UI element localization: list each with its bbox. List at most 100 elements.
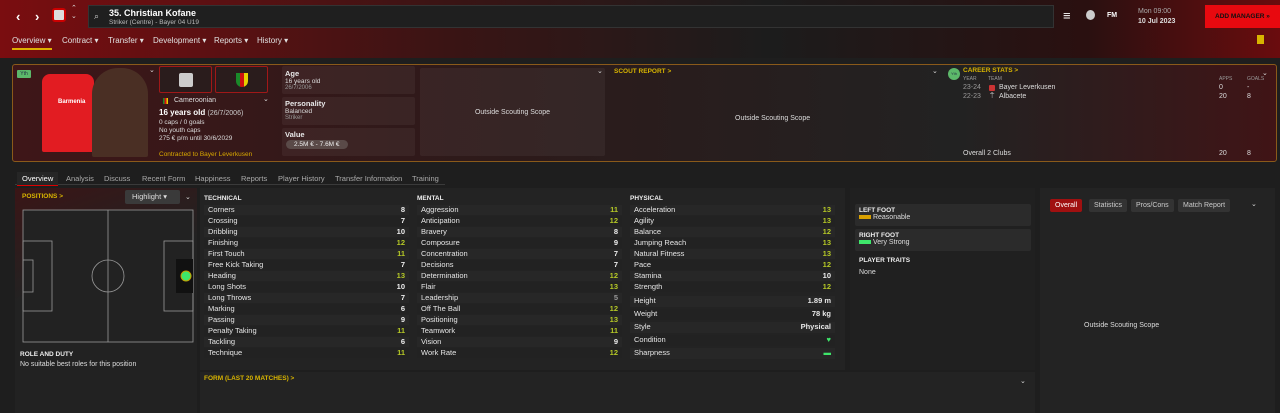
attribute-row[interactable]: Marking 6 — [204, 304, 409, 314]
attribute-row[interactable]: Free Kick Taking 7 — [204, 260, 409, 270]
attribute-row[interactable]: Acceleration 13 — [630, 205, 835, 215]
chevron-down-icon[interactable]: ⌄ — [1262, 70, 1268, 77]
attribute-row[interactable]: Determination 12 — [417, 271, 622, 281]
attribute-name: Penalty Taking — [208, 326, 257, 335]
attribute-row[interactable]: Tackling 6 — [204, 337, 409, 347]
subtab-transfer-information[interactable]: Transfer Information — [335, 174, 403, 183]
player-search-bar[interactable]: ⌕ 35. Christian Kofane Striker (Centre) … — [88, 5, 1054, 28]
subtab-discuss[interactable]: Discuss — [104, 174, 131, 183]
bookmark-icon[interactable] — [1257, 35, 1264, 44]
attribute-row[interactable]: Technique 11 — [204, 348, 409, 358]
attribute-row[interactable]: Dribbling 10 — [204, 227, 409, 237]
menu-history[interactable]: History ▾ — [257, 36, 289, 45]
club-badge-icon[interactable] — [52, 8, 66, 22]
squad-badge: Yth — [17, 70, 31, 78]
menu-icon[interactable]: ≡ — [1063, 8, 1071, 23]
attribute-row[interactable]: Concentration 7 — [417, 249, 622, 259]
back-icon[interactable]: ‹ — [16, 9, 21, 24]
attribute-row[interactable]: Finishing 12 — [204, 238, 409, 248]
career-row[interactable]: 22-23 ⍑ Albacete 20 8 — [963, 93, 1263, 100]
tab-pros-cons[interactable]: Pros/Cons — [1131, 199, 1174, 212]
menu-label: History — [257, 36, 282, 45]
highlight-dropdown[interactable]: Highlight ▾ — [125, 190, 180, 204]
subtab-recent-form[interactable]: Recent Form — [142, 174, 186, 183]
attribute-row[interactable]: Vision 9 — [417, 337, 622, 347]
value-pill[interactable]: 2.5M € - 7.6M € — [286, 140, 348, 149]
forward-icon[interactable]: › — [35, 9, 40, 24]
outside-scope-text: Outside Scouting Scope — [1084, 322, 1160, 329]
attribute-row[interactable]: Passing 9 — [204, 315, 409, 325]
subtab-analysis[interactable]: Analysis — [66, 174, 94, 183]
nationality[interactable]: Cameroonian — [174, 97, 217, 104]
attribute-row[interactable]: Crossing 7 — [204, 216, 409, 226]
tab-overall[interactable]: Overall — [1050, 199, 1083, 212]
subtab-player-history[interactable]: Player History — [278, 174, 325, 183]
menu-reports[interactable]: Reports ▾ — [214, 36, 249, 45]
attribute-value: 7 — [400, 216, 405, 225]
attribute-row[interactable]: Stamina 10 — [630, 271, 835, 281]
attribute-row[interactable]: Strength 12 — [630, 282, 835, 292]
switch-player-icon[interactable]: ⌃ ⌄ — [71, 5, 77, 20]
skull-icon[interactable] — [1086, 10, 1095, 20]
nation-crest[interactable] — [215, 66, 268, 93]
subtab-overview[interactable]: Overview — [17, 172, 59, 186]
scout-report-link[interactable]: SCOUT REPORT > — [614, 68, 672, 75]
subtab-training[interactable]: Training — [412, 174, 439, 183]
chevron-down-icon[interactable]: ⌄ — [1251, 201, 1257, 208]
attribute-row[interactable]: Natural Fitness 13 — [630, 249, 835, 259]
attribute-row[interactable]: Composure 9 — [417, 238, 622, 248]
club-crest[interactable] — [159, 66, 212, 93]
attribute-row[interactable]: Work Rate 12 — [417, 348, 622, 358]
attribute-row[interactable]: Balance 12 — [630, 227, 835, 237]
attribute-row[interactable]: Positioning 13 — [417, 315, 622, 325]
attribute-row[interactable]: Long Throws 7 — [204, 293, 409, 303]
tab-match-report[interactable]: Match Report — [1178, 199, 1231, 212]
career-row[interactable]: 23-24 Bayer Leverkusen 0 - — [963, 84, 1263, 91]
chevron-down-icon[interactable]: ⌄ — [597, 68, 603, 75]
attribute-row[interactable]: Bravery 8 — [417, 227, 622, 237]
attribute-row[interactable]: Long Shots 10 — [204, 282, 409, 292]
menu-development[interactable]: Development ▾ — [153, 36, 207, 45]
attribute-row[interactable]: Off The Ball 12 — [417, 304, 622, 314]
attribute-row[interactable]: Pace 12 — [630, 260, 835, 270]
subtab-reports[interactable]: Reports — [241, 174, 268, 183]
attribute-row[interactable]: Anticipation 12 — [417, 216, 622, 226]
attribute-name: Work Rate — [421, 348, 457, 357]
career-stats-link[interactable]: CAREER STATS > — [963, 67, 1019, 74]
fm-icon[interactable]: FM — [1107, 12, 1118, 19]
current-date[interactable]: 10 Jul 2023 — [1138, 18, 1176, 25]
positions-link[interactable]: POSITIONS > — [22, 193, 63, 200]
menu-transfer[interactable]: Transfer ▾ — [108, 36, 144, 45]
chevron-down-icon[interactable]: ⌄ — [1020, 378, 1026, 385]
attribute-row[interactable]: Decisions 7 — [417, 260, 622, 270]
attribute-name: Marking — [208, 304, 235, 313]
attribute-value: 13 — [822, 216, 831, 225]
subtab-happiness[interactable]: Happiness — [195, 174, 231, 183]
report-panel — [1040, 188, 1275, 413]
attribute-row[interactable]: Flair 13 — [417, 282, 622, 292]
add-manager-button[interactable]: ADD MANAGER » — [1205, 5, 1280, 28]
menu-overview[interactable]: Overview ▾ — [12, 36, 52, 50]
attribute-row[interactable]: First Touch 11 — [204, 249, 409, 259]
attribute-name: Flair — [421, 282, 436, 291]
chevron-down-icon[interactable]: ⌄ — [932, 68, 938, 75]
chevron-down-icon[interactable]: ⌄ — [149, 67, 155, 74]
attribute-value: 13 — [822, 238, 831, 247]
attribute-row[interactable]: Penalty Taking 11 — [204, 326, 409, 336]
attribute-row[interactable]: Aggression 11 — [417, 205, 622, 215]
contracted-to[interactable]: Contracted to Bayer Leverkusen — [159, 151, 253, 158]
attribute-row[interactable]: Heading 13 — [204, 271, 409, 281]
chevron-down-icon[interactable]: ⌄ — [263, 96, 269, 103]
career-total: Overall 2 Clubs 20 8 — [963, 150, 1263, 157]
attribute-row[interactable]: Jumping Reach 13 — [630, 238, 835, 248]
attribute-row[interactable]: Corners 8 — [204, 205, 409, 215]
menu-contract[interactable]: Contract ▾ — [62, 36, 99, 45]
form-link[interactable]: FORM (LAST 20 MATCHES) > — [204, 375, 295, 382]
attribute-row[interactable]: Agility 13 — [630, 216, 835, 226]
attribute-row[interactable]: Teamwork 11 — [417, 326, 622, 336]
attribute-row[interactable]: Leadership 5 — [417, 293, 622, 303]
chevron-down-icon[interactable]: ⌄ — [185, 194, 191, 201]
apps: 0 — [1219, 84, 1223, 91]
tab-statistics[interactable]: Statistics — [1089, 199, 1128, 212]
attribute-name: Pace — [634, 260, 652, 269]
